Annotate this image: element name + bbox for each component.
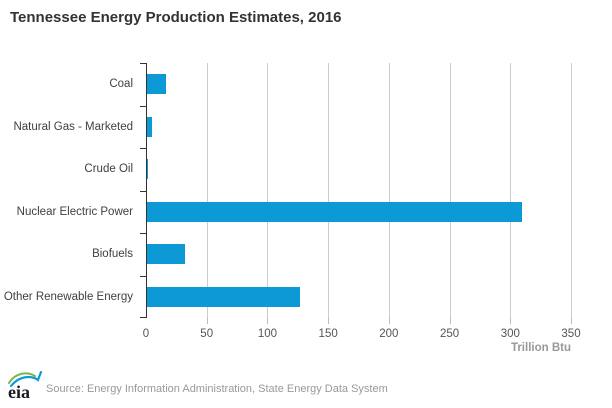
- category-label-nuclear-electric-power: Nuclear Electric Power: [16, 205, 133, 218]
- gridline-300: [510, 63, 512, 318]
- eia-logo-text: eia: [8, 382, 30, 402]
- x-tick-mark-250: [449, 318, 451, 324]
- x-tick-label-300: 300: [500, 328, 520, 340]
- x-tick-label-350: 350: [561, 328, 581, 340]
- y-tick-mark-1: [140, 106, 146, 107]
- y-tick-mark-3: [140, 191, 146, 192]
- y-tick-mark-2: [140, 148, 146, 149]
- x-tick-mark-350: [571, 318, 572, 324]
- bar-biofuels: [147, 244, 185, 265]
- gridline-50: [206, 63, 208, 318]
- bar-other-renewable-energy: [147, 286, 300, 307]
- category-label-biofuels: Biofuels: [92, 248, 133, 260]
- chart-title: Tennessee Energy Production Estimates, 2…: [10, 9, 342, 26]
- y-tick-mark-0: [140, 63, 146, 64]
- gridline-150: [328, 63, 330, 318]
- category-label-coal: Coal: [109, 78, 133, 90]
- category-label-crude-oil: Crude Oil: [84, 163, 133, 175]
- x-tick-label-50: 50: [200, 328, 214, 340]
- bar-coal: [147, 74, 167, 95]
- x-tick-label-200: 200: [379, 328, 399, 340]
- x-tick-mark-150: [328, 318, 330, 324]
- gridline-350: [571, 63, 572, 318]
- bar-natural-gas-marketed: [147, 116, 152, 137]
- eia-logo-blue-swoosh: [9, 370, 43, 388]
- y-tick-mark-4: [140, 233, 146, 234]
- x-tick-mark-300: [510, 318, 512, 324]
- gridline-100: [267, 63, 269, 318]
- bar-crude-oil: [147, 159, 149, 180]
- category-label-other-renewable-energy: Other Renewable Energy: [3, 290, 133, 303]
- source-attribution: Source: Energy Information Administratio…: [46, 383, 388, 395]
- x-axis-unit-label: Trillion Btu: [510, 342, 571, 354]
- footer: eia Source: Energy Information Administr…: [0, 368, 612, 408]
- x-tick-mark-100: [267, 318, 269, 324]
- eia-logo-green-swoosh: [8, 372, 36, 384]
- x-tick-label-150: 150: [318, 328, 338, 340]
- x-tick-label-100: 100: [257, 328, 278, 340]
- x-tick-mark-50: [206, 318, 208, 324]
- gridline-200: [388, 63, 390, 318]
- bar-nuclear-electric-power: [147, 201, 523, 222]
- x-tick-label-250: 250: [439, 328, 460, 340]
- gridline-250: [449, 63, 451, 318]
- y-tick-mark-6: [140, 317, 146, 318]
- eia-logo: eia: [8, 370, 43, 402]
- y-tick-mark-5: [140, 276, 146, 277]
- x-tick-mark-200: [388, 318, 390, 324]
- category-axis-labels: Coal Natural Gas - Marketed Crude Oil Nucle…: [0, 63, 139, 318]
- category-label-natural-gas-marketed: Natural Gas - Marketed: [13, 120, 133, 133]
- x-tick-label-0: 0: [142, 328, 150, 340]
- plot-area: 0 50 100 150 200 250 300 350: [140, 63, 581, 340]
- y-axis-line: [146, 63, 147, 318]
